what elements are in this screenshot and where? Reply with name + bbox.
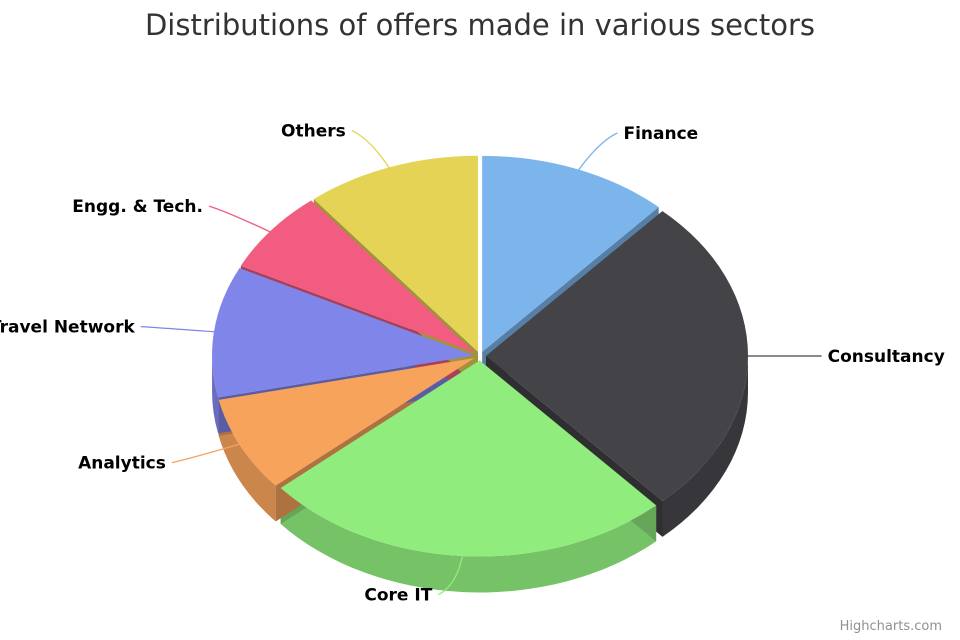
- slice-finance: [482, 155, 659, 352]
- slice-others: [313, 155, 479, 352]
- slice-wall-3: [218, 399, 276, 522]
- slice-consultancy: [486, 211, 748, 501]
- connector-4: [140, 325, 235, 334]
- connector-5: [208, 205, 288, 241]
- slice-label: Finance: [623, 124, 698, 144]
- connector-2: [438, 540, 466, 596]
- slice-core-it: [280, 360, 657, 557]
- slice-label: Others: [281, 121, 346, 141]
- pie-tops: [212, 155, 748, 557]
- slice-wall-1: [662, 356, 748, 537]
- slice-engg-tech-: [240, 200, 476, 354]
- connector-0: [568, 132, 618, 185]
- label-connectors: [140, 129, 822, 596]
- slice-travel-network: [212, 268, 475, 398]
- credits-link[interactable]: Highcharts.com: [839, 619, 942, 634]
- slice-label: Engg. & Tech.: [72, 197, 203, 217]
- slice-label: Consultancy: [828, 347, 945, 367]
- slice-wall-4: [212, 355, 219, 434]
- slice-label: Core IT: [364, 586, 432, 606]
- slice-label: Analytics: [78, 454, 166, 474]
- chart-title: Distributions of offers made in various …: [144, 8, 816, 42]
- slice-wall-2: [280, 488, 657, 593]
- slice-analytics: [218, 358, 475, 486]
- connector-6: [351, 129, 399, 183]
- slice-labels: Finance Consultancy Core IT Analytics Travel…: [0, 121, 945, 605]
- connector-3: [171, 437, 260, 464]
- slice-label: Travel Network: [0, 318, 135, 338]
